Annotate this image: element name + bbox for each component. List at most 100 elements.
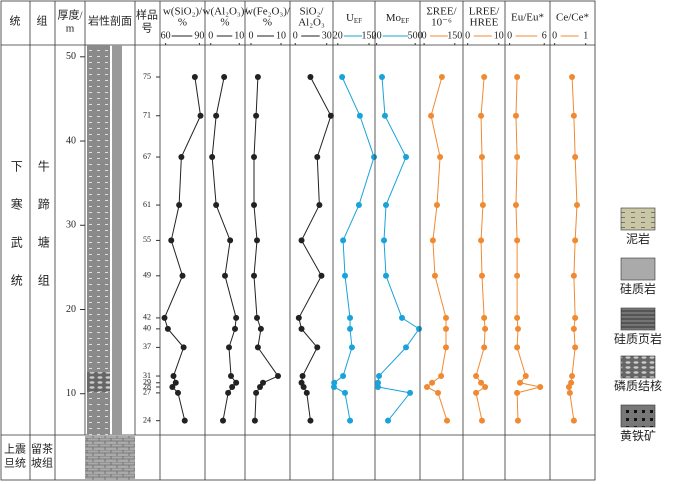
legend-swatches — [620, 207, 656, 428]
title-main: Mo — [386, 12, 402, 24]
series-line — [568, 76, 578, 421]
data-point — [514, 314, 521, 321]
data-point — [307, 417, 314, 424]
data-point — [300, 383, 307, 390]
data-point — [342, 272, 348, 279]
panel-title: % — [220, 17, 229, 29]
data-point — [340, 237, 347, 244]
data-point — [178, 154, 185, 161]
formation-label: 牛蹄塘组 — [36, 159, 50, 312]
data-point — [229, 383, 236, 390]
data-point — [226, 344, 232, 351]
data-point — [514, 325, 521, 332]
data-point — [514, 417, 521, 424]
panel-title: w(SiO₂)/ — [163, 6, 203, 18]
sample-label: 31 — [143, 371, 151, 380]
data-point — [435, 389, 442, 396]
legend-label: 硅质岩 — [620, 281, 656, 296]
data-point — [514, 74, 521, 81]
sample-label: 55 — [143, 235, 151, 244]
data-point — [355, 202, 362, 209]
data-point — [438, 74, 445, 81]
legend-label: 磷质结核 — [614, 378, 662, 393]
data-point — [482, 383, 489, 390]
data-point — [347, 325, 354, 332]
lower-lithology — [85, 436, 135, 480]
panel-title: MoEF — [386, 12, 410, 25]
formation-label: 留茶 — [31, 443, 53, 456]
data-point — [254, 314, 260, 321]
data-point — [233, 314, 240, 321]
data-point — [213, 112, 220, 119]
swatch — [620, 207, 656, 231]
data-point — [514, 344, 521, 351]
data-point — [512, 202, 519, 209]
data-point — [478, 154, 485, 161]
sample-label: 37 — [143, 342, 151, 351]
data-point — [437, 154, 444, 161]
panel-title: w(Al₂O₃)/ — [203, 6, 249, 18]
panel-title: SiO₂/ — [299, 6, 324, 18]
panel-title: % — [178, 17, 187, 29]
data-point — [481, 344, 488, 351]
series-line — [253, 76, 279, 421]
data-point — [374, 383, 381, 390]
header: m — [66, 23, 75, 35]
panel-title: Ce/Ce* — [556, 12, 589, 24]
data-point — [254, 74, 261, 81]
lithology-column — [85, 45, 135, 480]
data-point — [429, 237, 436, 244]
data-point — [298, 237, 305, 244]
data-point — [438, 373, 445, 380]
data-point — [191, 74, 198, 81]
x-tick-label: 0 — [552, 30, 557, 41]
data-point — [512, 112, 519, 119]
data-point — [569, 373, 576, 380]
data-point — [275, 373, 281, 380]
swatch — [620, 355, 656, 379]
data-point — [197, 112, 204, 119]
header: 厚度/ — [57, 8, 83, 22]
series-line — [298, 76, 332, 421]
data-point — [514, 272, 521, 279]
x-tick-label: 0 — [249, 30, 254, 41]
data-point — [433, 202, 440, 209]
data-point — [181, 417, 188, 424]
data-point — [478, 379, 485, 386]
data-point — [316, 202, 323, 209]
data-point — [298, 325, 305, 332]
data-point — [478, 112, 485, 119]
x-tick-label: 10 — [234, 30, 244, 41]
data-point — [566, 389, 573, 396]
data-point — [385, 417, 392, 424]
data-point — [514, 389, 521, 396]
data-point — [330, 383, 337, 390]
header: 号 — [142, 22, 153, 35]
swatch — [620, 307, 656, 331]
panel-title: 10⁻⁶ — [431, 17, 452, 29]
series-line — [333, 76, 375, 421]
data-point — [342, 389, 348, 396]
frame — [0, 0, 596, 481]
data-point — [168, 237, 175, 244]
data-point — [172, 379, 179, 386]
sample-label: 71 — [143, 111, 151, 120]
data-point — [260, 379, 266, 386]
x-tick-label: 0 — [507, 30, 512, 41]
sample-label: 49 — [143, 271, 151, 280]
data-point — [254, 237, 260, 244]
data-point — [383, 272, 390, 279]
data-point — [175, 389, 181, 396]
data-point — [251, 154, 257, 161]
title-main: U — [346, 12, 354, 24]
data-point — [407, 389, 414, 396]
panel-title: HREE — [470, 17, 499, 29]
data-point — [443, 344, 450, 351]
data-point — [537, 383, 544, 390]
x-tick-label: 20 — [333, 30, 343, 41]
sample-label: 61 — [143, 200, 151, 209]
data-point — [179, 272, 186, 279]
data-point — [220, 417, 226, 424]
data-point — [161, 314, 168, 321]
panel-title: ΣREE/ — [426, 6, 457, 18]
